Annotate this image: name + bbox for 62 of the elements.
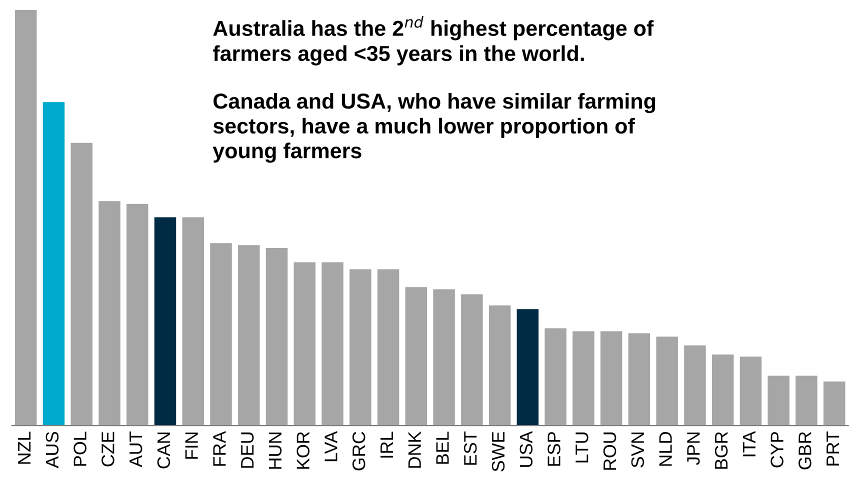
bar <box>154 217 176 426</box>
x-tick-label: AUS <box>46 432 59 468</box>
x-tick-label: ROU <box>603 432 616 470</box>
x-tick-label: KOR <box>296 432 310 469</box>
bar <box>405 287 428 426</box>
bar <box>823 382 846 426</box>
x-tick-label: SWE <box>492 432 505 472</box>
bar <box>461 294 483 426</box>
bar <box>238 245 260 426</box>
x-tick-label: CZE <box>102 432 114 466</box>
bar <box>377 269 400 426</box>
x-tick-label: PRT <box>826 432 840 466</box>
bar <box>433 289 455 426</box>
bar <box>350 269 372 426</box>
x-tick-label: GBR <box>798 432 812 470</box>
bar <box>42 102 65 426</box>
bar <box>98 201 120 426</box>
bar <box>70 142 92 426</box>
x-tick-label: SVN <box>631 432 644 468</box>
x-tick-label: BGR <box>714 432 728 469</box>
x-tick-label: NLD <box>659 432 672 466</box>
x-tick-label: FIN <box>185 432 198 459</box>
x-tick-label: GRC <box>352 432 366 470</box>
bar <box>516 309 539 426</box>
x-tick-label: DNK <box>408 431 421 468</box>
x-tick-label: USA <box>520 431 533 467</box>
x-tick-label: NZL <box>18 432 31 464</box>
x-tick-label: JPN <box>687 432 700 465</box>
bar <box>712 354 734 426</box>
bar <box>294 262 316 426</box>
bar <box>628 333 650 426</box>
x-tick-label: ITA <box>742 431 756 456</box>
bar <box>572 331 594 426</box>
x-tick-label: BEL <box>436 432 449 464</box>
x-tick-label: IRL <box>380 432 393 458</box>
x-tick-label: LVA <box>324 431 338 462</box>
x-tick-label: DEU <box>241 432 254 468</box>
bar <box>210 243 232 426</box>
annotation: Australia has the 2$^{nd}$ highest percentage of farmers aged <35 years in the world. <box>213 16 654 66</box>
bar <box>266 248 288 426</box>
bar <box>684 345 706 426</box>
x-tick-label: ESP <box>548 432 560 466</box>
x-tick-label: LTU <box>576 432 588 462</box>
bar <box>126 204 148 426</box>
bar <box>740 356 762 426</box>
bar <box>322 262 344 426</box>
annotation: Canada and USA, who have similar farming sectors, have a much lower proportion of young farmers <box>212 92 656 163</box>
x-tick-label: AUT <box>130 432 142 468</box>
bar <box>768 376 790 426</box>
bar <box>488 305 511 426</box>
x-tick-label: HUN <box>269 432 282 469</box>
x-tick-label: POL <box>74 432 86 466</box>
bar <box>796 376 818 426</box>
bar <box>600 331 622 426</box>
bar <box>656 336 678 426</box>
bar <box>182 217 204 426</box>
bar <box>14 10 37 426</box>
bar <box>544 328 566 426</box>
x-tick-label: CYP <box>770 432 784 468</box>
x-tick-label: FRA <box>213 431 226 466</box>
x-tick-label: EST <box>464 432 477 465</box>
x-tick-label: CAN <box>157 432 170 468</box>
